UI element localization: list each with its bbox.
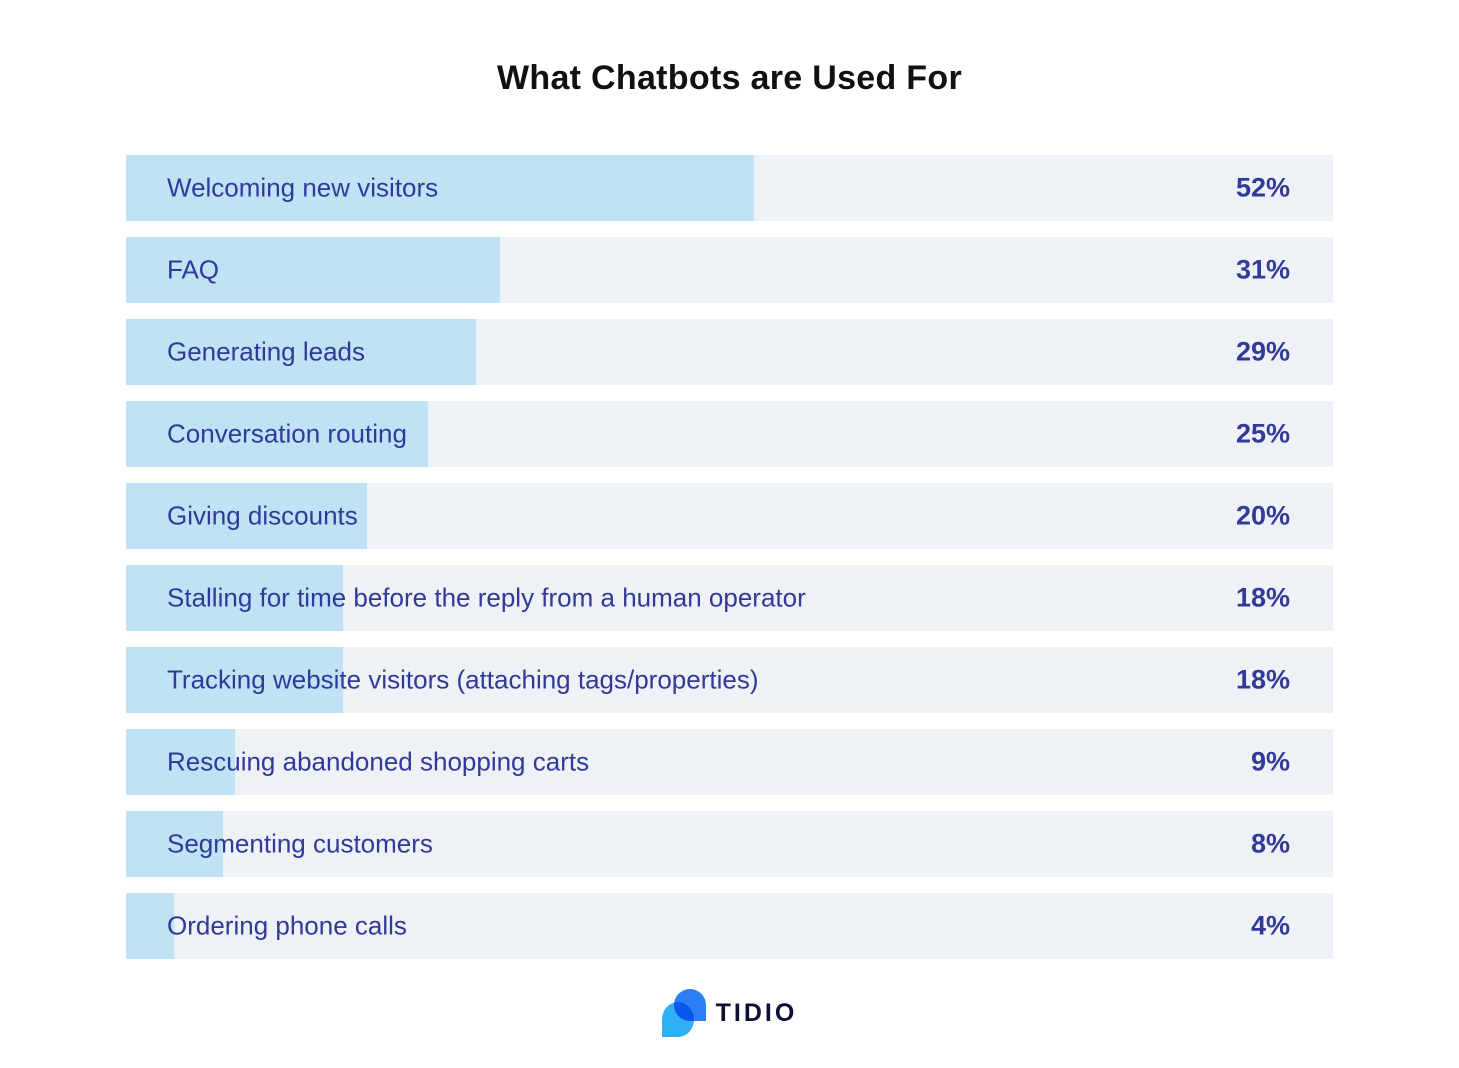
bar-fill bbox=[126, 893, 175, 959]
bar-fill bbox=[126, 483, 368, 549]
bar-fill bbox=[126, 237, 501, 303]
bar-label: Welcoming new visitors bbox=[167, 172, 439, 203]
bar-fill bbox=[126, 565, 344, 631]
bar-label: Tracking website visitors (attaching tag… bbox=[167, 664, 759, 695]
bar-row: Conversation routing 25% bbox=[126, 401, 1333, 467]
bar-label: Ordering phone calls bbox=[167, 910, 407, 941]
bar-value: 8% bbox=[1250, 828, 1290, 859]
bar-chart: Welcoming new visitors 52% FAQ 31% Gener… bbox=[126, 155, 1333, 959]
bar-row: Rescuing abandoned shopping carts 9% bbox=[126, 729, 1333, 795]
bar-fill bbox=[126, 155, 754, 221]
brand-name: TIDIO bbox=[715, 998, 798, 1027]
tidio-chat-bubbles-icon bbox=[661, 989, 706, 1037]
bar-value: 4% bbox=[1250, 910, 1290, 941]
bar-label: Stalling for time before the reply from … bbox=[167, 582, 806, 613]
bar-fill bbox=[126, 401, 428, 467]
chart-title: What Chatbots are Used For bbox=[497, 59, 962, 97]
bar-label: Segmenting customers bbox=[167, 828, 433, 859]
bar-row: Stalling for time before the reply from … bbox=[126, 565, 1333, 631]
bar-value: 9% bbox=[1250, 746, 1290, 777]
bar-fill bbox=[126, 729, 235, 795]
bar-row: Welcoming new visitors 52% bbox=[126, 155, 1333, 221]
bar-value: 29% bbox=[1235, 336, 1290, 367]
bar-label: FAQ bbox=[167, 254, 220, 285]
bar-row: Segmenting customers 8% bbox=[126, 811, 1333, 877]
bar-fill bbox=[126, 319, 477, 385]
bar-fill bbox=[126, 811, 223, 877]
bar-row: FAQ 31% bbox=[126, 237, 1333, 303]
brand-logo: TIDIO bbox=[0, 989, 1459, 1037]
bar-value: 20% bbox=[1235, 500, 1290, 531]
bar-row: Tracking website visitors (attaching tag… bbox=[126, 647, 1333, 713]
bar-row: Generating leads 29% bbox=[126, 319, 1333, 385]
chat-bubble-light-icon bbox=[661, 1002, 694, 1037]
bar-row: Giving discounts 20% bbox=[126, 483, 1333, 549]
bar-label: Giving discounts bbox=[167, 500, 358, 531]
bar-value: 31% bbox=[1235, 254, 1290, 285]
bar-value: 18% bbox=[1235, 664, 1290, 695]
bar-fill bbox=[126, 647, 344, 713]
bar-label: Conversation routing bbox=[167, 418, 407, 449]
bar-row: Ordering phone calls 4% bbox=[126, 893, 1333, 959]
bar-value: 25% bbox=[1235, 418, 1290, 449]
bar-value: 52% bbox=[1235, 172, 1290, 203]
bar-value: 18% bbox=[1235, 582, 1290, 613]
bar-label: Rescuing abandoned shopping carts bbox=[167, 746, 590, 777]
bar-label: Generating leads bbox=[167, 336, 366, 367]
